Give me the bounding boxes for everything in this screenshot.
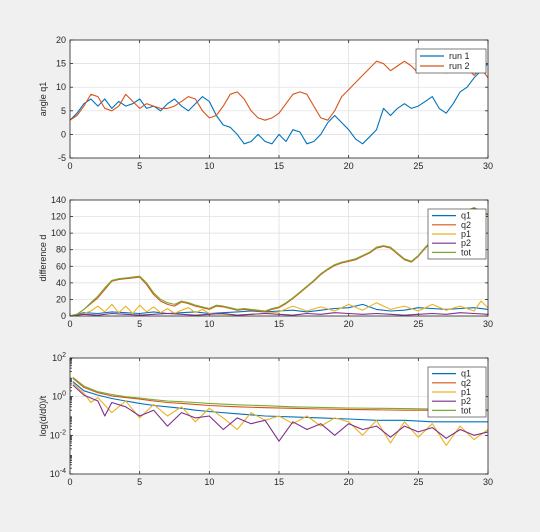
subplot-3: 0 5 10 15 20 25 30 10-4 10-2 100 102 log(d/d0)/t q1q…	[38, 352, 493, 487]
x-tick-label: 20	[344, 161, 354, 171]
series-group	[70, 206, 488, 316]
y-tick-label: 15	[56, 59, 66, 69]
y-tick-label: 100	[51, 228, 66, 238]
legend-label: q2	[461, 378, 471, 388]
x-tick-label: 25	[413, 319, 423, 329]
series-line-p2	[70, 312, 488, 316]
series-group	[72, 376, 488, 446]
x-tick-label: 10	[204, 319, 214, 329]
y-tick-label: 20	[56, 35, 66, 45]
legend-label: q1	[461, 369, 471, 379]
x-tick-label: 25	[413, 477, 423, 487]
y-tick-label: 0	[61, 129, 66, 139]
y-axis-label: angle q1	[38, 82, 48, 117]
y-tick-label: 10-2	[50, 429, 66, 440]
x-tick-label: 5	[137, 319, 142, 329]
series-line-tot	[70, 206, 488, 316]
legend-label: p1	[461, 387, 471, 397]
x-tick-label: 30	[483, 477, 493, 487]
x-tick-label: 15	[274, 161, 284, 171]
y-tick-label: 102	[52, 352, 66, 363]
axes-frame	[69, 199, 489, 317]
x-tick-label: 5	[137, 477, 142, 487]
series-line-run-1	[70, 63, 488, 145]
legend-label: p2	[461, 238, 471, 248]
axes-frame	[69, 39, 489, 159]
legend-label: tot	[461, 247, 472, 257]
y-tick-label: 140	[51, 195, 66, 205]
y-tick-label: 10-4	[50, 468, 66, 479]
y-axis-label: log(d/d0)/t	[38, 395, 48, 436]
series-line-q1	[70, 303, 488, 316]
series-line-p1	[70, 300, 488, 316]
legend-label: p1	[461, 229, 471, 239]
y-tick-label: 20	[56, 294, 66, 304]
axes-frame	[69, 357, 489, 475]
x-tick-label: 25	[413, 161, 423, 171]
series-line-p2	[72, 384, 488, 442]
x-tick-label: 0	[67, 319, 72, 329]
legend-label: q2	[461, 220, 471, 230]
series-line-tot	[72, 376, 488, 411]
series-line-q1	[72, 381, 488, 423]
y-tick-label: 120	[51, 212, 66, 222]
x-tick-label: 10	[204, 161, 214, 171]
x-tick-label: 20	[344, 477, 354, 487]
legend-label: p2	[461, 396, 471, 406]
y-tick-label: 0	[61, 311, 66, 321]
legend-label: q1	[461, 211, 471, 221]
y-tick-label: 80	[56, 245, 66, 255]
legend-box	[415, 48, 487, 74]
x-tick-label: 15	[274, 319, 284, 329]
x-tick-label: 10	[204, 477, 214, 487]
x-tick-label: 30	[483, 319, 493, 329]
legend-label: tot	[461, 405, 472, 415]
x-tick-label: 30	[483, 161, 493, 171]
legend-label: run 2	[449, 61, 470, 71]
y-axis-label: difference d	[38, 235, 48, 282]
y-tick-label: 100	[52, 391, 66, 402]
x-tick-label: 15	[274, 477, 284, 487]
y-tick-label: -5	[58, 153, 66, 163]
x-tick-label: 0	[67, 477, 72, 487]
y-tick-label: 10	[56, 82, 66, 92]
subplot-2: 0 5 10 15 20 25 30 0 20 40 60 80 100 120 140 difference…	[38, 195, 493, 329]
y-tick-label: 40	[56, 278, 66, 288]
x-tick-label: 0	[67, 161, 72, 171]
series-line-p1	[72, 382, 488, 446]
series-line-q2	[72, 377, 488, 412]
y-tick-label: 5	[61, 106, 66, 116]
x-tick-label: 5	[137, 161, 142, 171]
series-line-q2	[70, 207, 488, 316]
y-tick-label: 60	[56, 261, 66, 271]
x-tick-label: 20	[344, 319, 354, 329]
legend-label: run 1	[449, 51, 470, 61]
